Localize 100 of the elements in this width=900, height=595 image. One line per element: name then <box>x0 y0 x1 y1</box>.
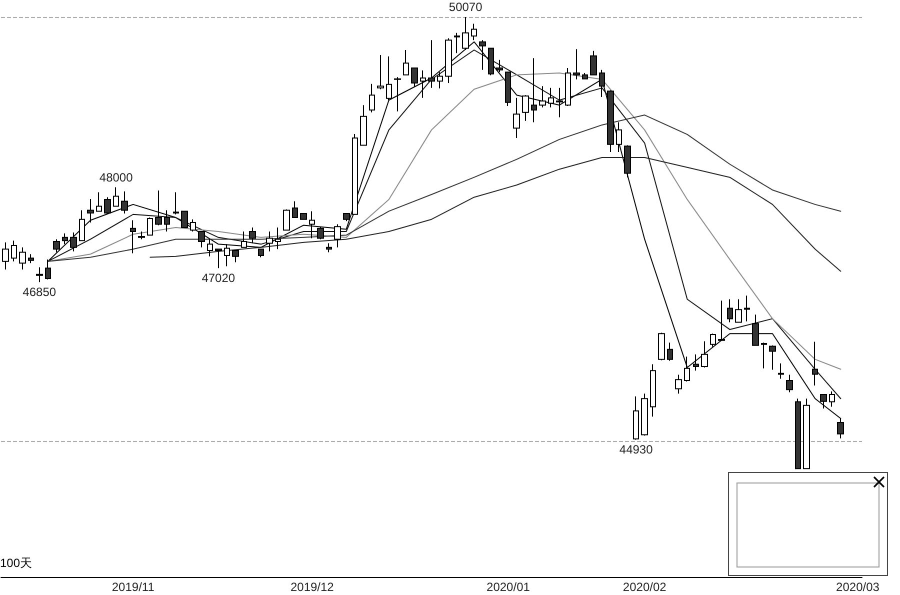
candlestick <box>70 232 77 252</box>
candlestick <box>633 396 639 440</box>
candlestick <box>79 210 85 242</box>
candlestick <box>266 231 273 252</box>
candlestick <box>292 200 298 218</box>
candlestick <box>820 394 827 410</box>
candlestick <box>675 374 682 394</box>
candlestick <box>769 344 776 370</box>
candlestick <box>616 122 622 153</box>
candlestick <box>11 240 17 262</box>
candlestick <box>181 210 188 228</box>
candlestick <box>53 238 60 253</box>
candlestick <box>155 190 162 226</box>
candlestick <box>658 332 665 361</box>
candlestick <box>496 59 503 73</box>
candlestick <box>513 97 520 139</box>
candlestick <box>565 68 571 106</box>
candlestick <box>121 190 128 214</box>
candlestick <box>454 32 460 54</box>
candlestick <box>241 231 247 248</box>
candlestick <box>283 208 290 231</box>
candlestick <box>795 398 801 470</box>
candlestick <box>300 212 307 220</box>
candlestick <box>249 226 256 244</box>
candlestick <box>539 86 546 108</box>
candlestick <box>360 104 367 146</box>
candlestick <box>275 226 281 250</box>
candlestick <box>599 69 605 98</box>
candlestick <box>113 186 119 207</box>
candlestick <box>36 266 43 283</box>
candlestick <box>735 298 742 323</box>
candlestick <box>522 94 529 122</box>
candlestick <box>693 354 699 372</box>
candlestick <box>215 248 222 269</box>
candlestick <box>334 224 341 248</box>
candlestick <box>710 333 716 348</box>
candlestick <box>778 362 784 380</box>
candlestick <box>667 342 673 362</box>
candlestick <box>138 231 145 240</box>
x-tick-label: 2020/03 <box>836 580 880 594</box>
candlestick <box>309 210 315 239</box>
candlestick <box>701 340 708 368</box>
candlestick <box>641 393 648 436</box>
candlestick <box>420 70 426 98</box>
candlestick <box>488 48 494 76</box>
candlestick <box>624 144 631 178</box>
candlestick <box>650 364 656 418</box>
candlestick <box>437 72 443 89</box>
candlestick <box>207 238 213 257</box>
candlestick <box>573 48 580 80</box>
candlestick <box>752 314 759 346</box>
candlestick <box>352 133 358 215</box>
candlestick <box>829 390 835 408</box>
text: 100天 <box>0 556 32 570</box>
candlestick <box>803 398 810 470</box>
annotation: 47020 <box>202 271 236 286</box>
annotation: 48000 <box>99 170 134 184</box>
candlestick <box>19 246 26 270</box>
annotation: 44930 <box>619 442 654 457</box>
x-tick-label: 2019/12 <box>290 580 334 594</box>
candlestick <box>582 72 588 80</box>
annotation: 50070 <box>448 0 483 14</box>
candlestick <box>164 210 170 232</box>
candlestick <box>411 68 418 88</box>
candlestick <box>548 87 554 108</box>
candlestick <box>505 72 511 106</box>
candlestick <box>258 248 264 258</box>
candlestick <box>147 217 153 236</box>
candlestick <box>761 342 767 369</box>
x-tick-label: 2020/01 <box>486 580 530 594</box>
candlestick <box>727 298 733 323</box>
candlestick <box>317 226 324 240</box>
candlestick <box>590 50 597 76</box>
x-tick-label: 2019/11 <box>112 580 155 594</box>
candlestick <box>62 232 68 245</box>
candlestick <box>28 254 34 264</box>
candlestick <box>198 231 205 248</box>
candlestick <box>2 242 9 270</box>
candlestick <box>556 87 563 118</box>
candlestick <box>326 242 332 253</box>
x-tick-label: 2020/02 <box>622 580 667 594</box>
candlestick <box>87 198 94 224</box>
candlestick <box>386 56 392 101</box>
candlestick <box>744 295 750 322</box>
candlestick <box>369 83 375 113</box>
candlestick <box>130 220 136 254</box>
annotation: 46850 <box>22 285 56 300</box>
candlestick <box>786 374 793 393</box>
candlestick <box>394 76 401 112</box>
candlestick <box>718 300 725 341</box>
candlestick <box>190 218 196 232</box>
candlestick <box>812 341 818 386</box>
candlestick <box>531 58 537 123</box>
candlestick <box>232 250 239 263</box>
candlestick <box>343 212 350 222</box>
candlestick <box>96 192 102 212</box>
candlestick <box>377 54 384 90</box>
candlestick <box>684 356 690 382</box>
candlestick <box>104 196 111 214</box>
candlestick <box>224 244 230 267</box>
